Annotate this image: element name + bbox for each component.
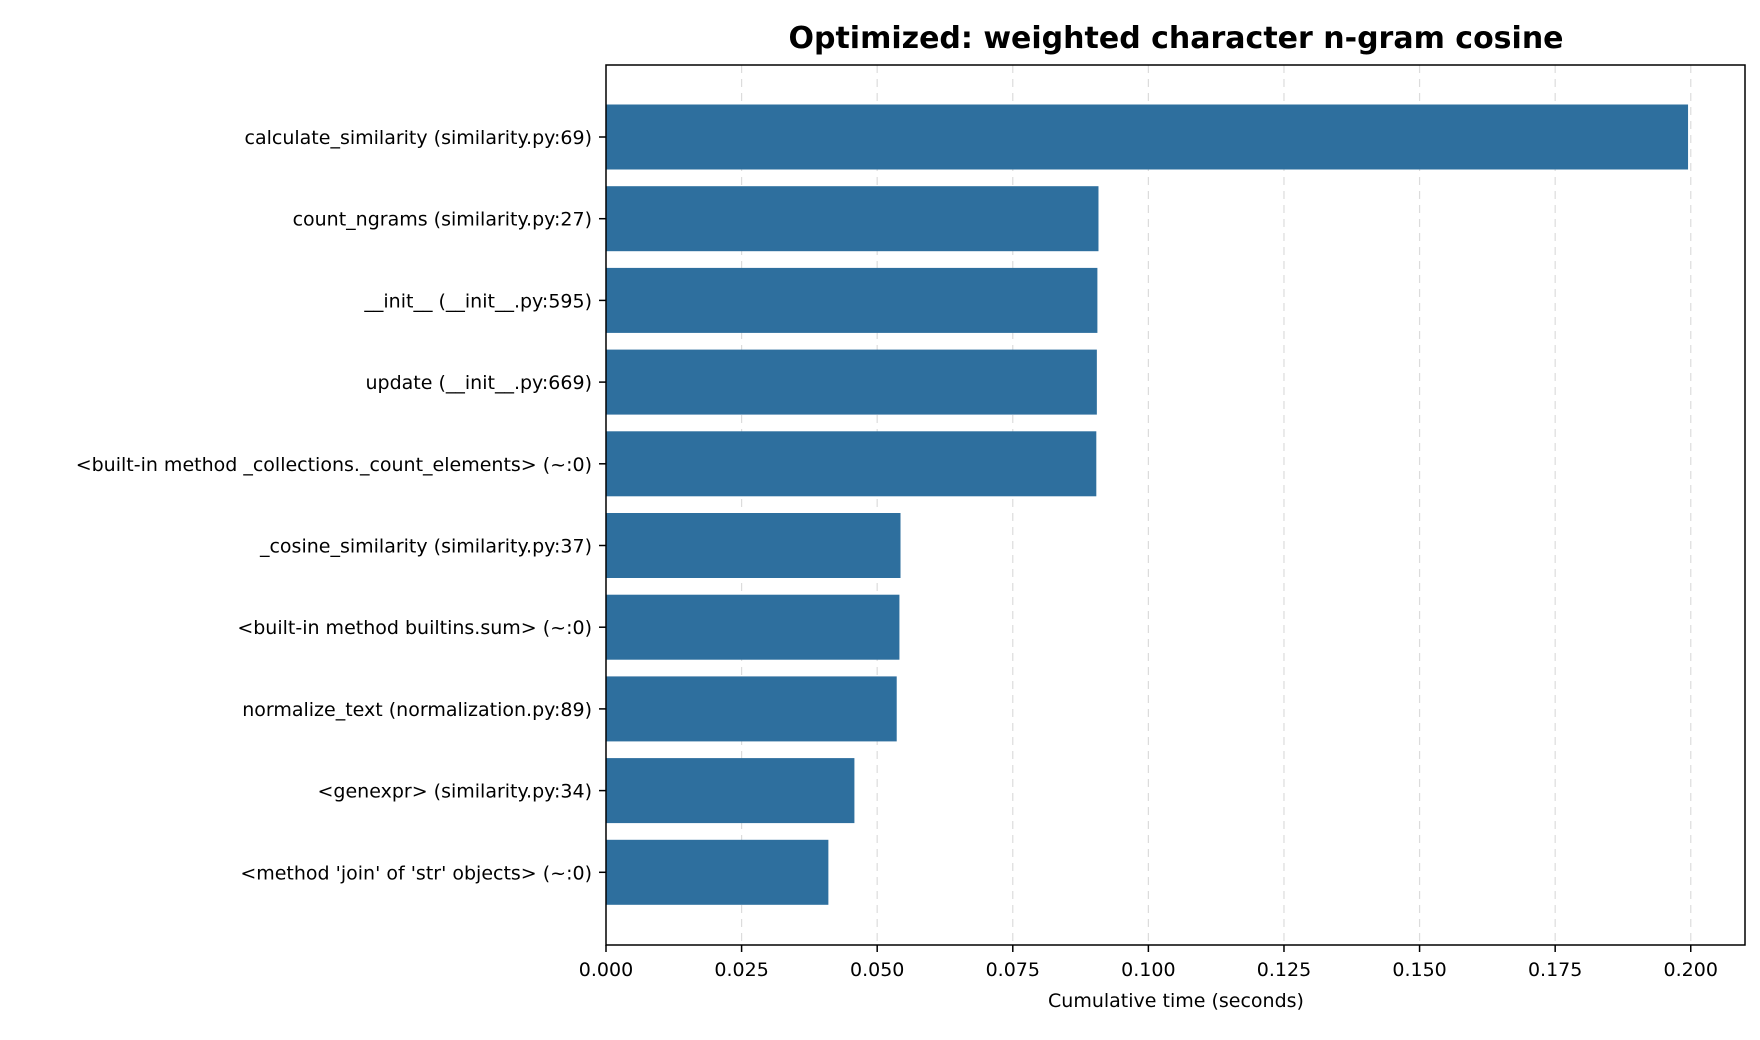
y-axis-labels: calculate_similarity (similarity.py:69) c… bbox=[76, 127, 606, 884]
y-category-label: <built-in method _collections._count_ele… bbox=[76, 454, 592, 476]
bar bbox=[606, 104, 1689, 170]
bar bbox=[606, 431, 1097, 497]
x-tick-label: 0.075 bbox=[986, 959, 1040, 981]
x-axis-ticks: 0.000 0.025 0.050 0.075 0.100 0.125 0.150 0.175… bbox=[579, 945, 1718, 981]
bar bbox=[606, 349, 1097, 415]
x-axis-label: Cumulative time (seconds) bbox=[1048, 990, 1304, 1012]
y-category-label: count_ngrams (similarity.py:27) bbox=[293, 209, 592, 231]
x-tick-label: 0.000 bbox=[579, 959, 633, 981]
bar bbox=[606, 513, 901, 578]
x-tick-label: 0.050 bbox=[850, 959, 904, 981]
x-tick-label: 0.175 bbox=[1528, 959, 1582, 981]
y-category-label: <built-in method builtins.sum> (~:0) bbox=[237, 617, 592, 639]
y-category-label: __init__ (__init__.py:595) bbox=[363, 290, 592, 312]
bar bbox=[606, 186, 1099, 252]
x-tick-label: 0.100 bbox=[1121, 959, 1175, 981]
bar bbox=[606, 267, 1098, 333]
bar bbox=[606, 676, 897, 742]
y-category-label: <method 'join' of 'str' objects> (~:0) bbox=[240, 862, 592, 884]
chart-title: Optimized: weighted character n-gram cos… bbox=[788, 21, 1563, 56]
bar bbox=[606, 839, 829, 905]
y-category-label: update (__init__.py:669) bbox=[366, 372, 593, 394]
x-tick-label: 0.025 bbox=[714, 959, 768, 981]
y-category-label: normalize_text (normalization.py:89) bbox=[242, 699, 592, 721]
bars bbox=[606, 104, 1689, 905]
bar bbox=[606, 758, 855, 824]
x-tick-label: 0.200 bbox=[1664, 959, 1718, 981]
bar bbox=[606, 594, 900, 660]
y-category-label: _cosine_similarity (similarity.py:37) bbox=[259, 536, 592, 558]
plot-frame bbox=[605, 64, 1746, 946]
x-tick-label: 0.125 bbox=[1257, 959, 1311, 981]
x-tick-label: 0.150 bbox=[1392, 959, 1446, 981]
y-category-label: calculate_similarity (similarity.py:69) bbox=[245, 127, 592, 149]
y-category-label: <genexpr> (similarity.py:34) bbox=[318, 781, 592, 803]
